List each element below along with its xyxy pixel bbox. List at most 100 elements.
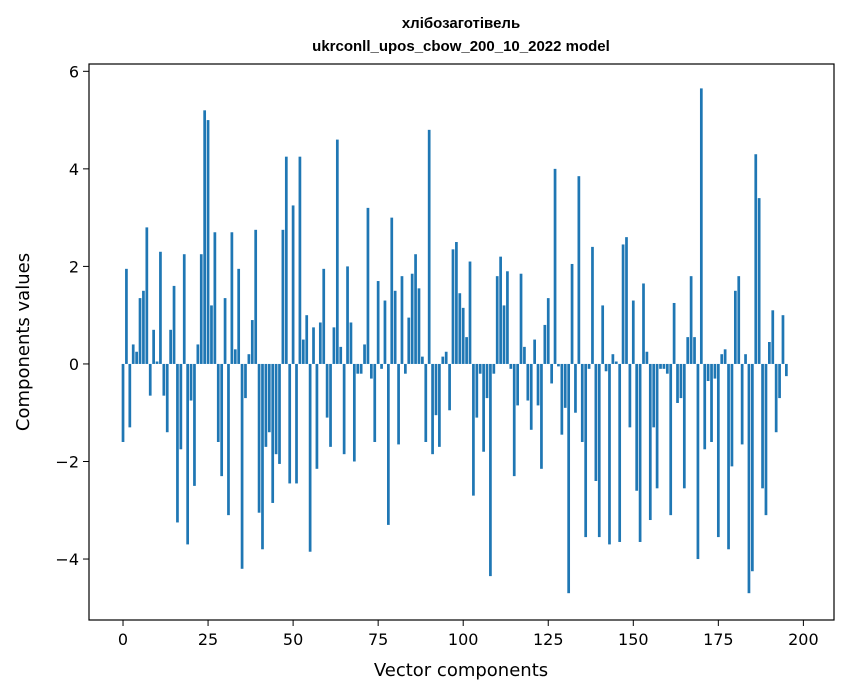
bar [152,329,155,364]
bar [295,363,298,484]
bar [407,317,411,364]
bar [380,363,383,369]
bar [359,363,363,374]
bar [247,354,251,364]
bar [689,276,693,364]
bar [448,363,451,411]
bar [196,344,200,364]
bar [329,363,332,447]
bar [621,244,625,364]
bar [369,363,373,379]
bar [495,276,499,364]
bar [216,363,220,442]
x-tick-label: 0 [118,630,128,649]
bar [730,363,734,467]
y-tick-label: −4 [55,550,79,569]
bar [213,232,217,364]
bar [206,120,210,364]
bar [665,363,669,374]
bar [475,363,479,418]
x-tick-label: 150 [618,630,649,649]
bar [529,363,533,430]
x-tick-label: 125 [533,630,564,649]
bar [444,351,448,364]
bar [210,305,213,364]
bar [142,290,145,364]
bar [751,363,754,572]
bar [642,283,645,364]
bar [764,363,768,516]
y-axis-ticks: −4 −2 0 2 4 6 [55,62,89,569]
bar [774,363,778,433]
bar [325,363,329,418]
bar [699,88,703,364]
bar [250,320,254,364]
bar [771,310,775,364]
bar [393,290,397,364]
bar [502,305,506,364]
bar [431,363,434,455]
bar [570,263,574,364]
bar [553,168,557,364]
bar [298,156,302,364]
y-tick-label: 0 [69,355,79,374]
bar [478,363,482,374]
bar [574,363,577,413]
bar [404,363,407,374]
bar [363,344,366,364]
bar [182,254,186,364]
bar [162,363,166,396]
bar [727,363,730,550]
bar [267,363,271,433]
bar [519,273,523,364]
bar [138,298,142,364]
bar [125,268,128,364]
bar [597,363,601,538]
bar [608,363,611,545]
bar [352,363,356,462]
bar [315,363,319,469]
bar [645,351,649,364]
bar [227,363,230,516]
x-axis-label: Vector components [374,660,548,681]
bar [308,363,312,552]
bar [716,363,720,538]
bar [376,281,380,364]
bar [199,254,203,364]
bar [516,363,519,406]
y-tick-label: 4 [69,160,79,179]
bar [785,363,788,377]
bar [472,363,475,496]
bar [540,363,543,469]
y-tick-label: 6 [69,62,79,81]
bar [121,363,125,442]
bar [747,363,751,594]
x-tick-label: 175 [703,630,734,649]
bar [672,302,676,364]
bar [778,363,781,399]
bar [349,322,353,364]
bar [604,363,608,372]
bar [342,363,346,455]
y-tick-label: −2 [55,452,79,471]
bar [655,363,659,489]
bar [322,268,326,364]
bar [145,227,149,364]
bar [618,363,622,542]
bar [631,300,635,364]
bar [458,293,462,364]
bar [438,363,441,447]
bar [301,339,305,364]
bar [305,315,309,364]
bar [686,337,690,364]
bar [220,363,224,477]
bar [165,363,169,433]
bar [169,329,172,364]
bar [577,176,581,364]
bar [580,363,584,442]
bar [284,156,288,364]
bars-group [121,88,788,594]
bar [526,363,530,401]
bar [499,256,502,364]
bar [652,363,656,428]
